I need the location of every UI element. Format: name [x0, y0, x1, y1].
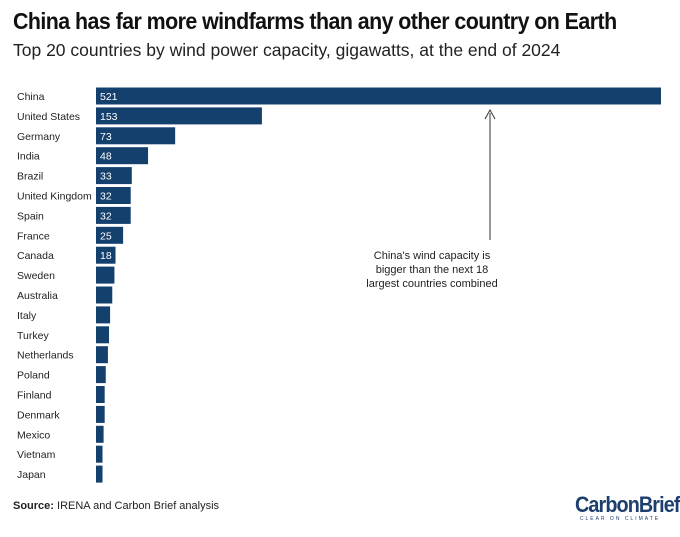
annotation-text: bigger than the next 18	[376, 264, 489, 276]
category-label: Poland	[17, 370, 50, 382]
logo-name: CarbonBrief	[575, 492, 680, 517]
bar	[96, 286, 113, 304]
bar	[96, 246, 116, 264]
bar	[96, 167, 132, 185]
source-text: IRENA and Carbon Brief analysis	[53, 500, 220, 512]
data-label: 33	[100, 171, 112, 183]
bar	[96, 187, 131, 204]
bar	[96, 366, 106, 384]
source-label: Source:	[13, 500, 54, 512]
category-label: China	[17, 91, 45, 103]
logo-tagline: CLEAR ON CLIMATE	[579, 516, 661, 522]
data-label: 32	[100, 191, 112, 203]
annotation-text: largest countries combined	[366, 278, 497, 290]
category-label: Mexico	[17, 429, 50, 441]
bar	[96, 266, 115, 284]
bar	[96, 87, 661, 105]
carbonbrief-logo: CarbonBrief CLEAR ON CLIMATE	[570, 492, 680, 523]
bar	[96, 127, 176, 145]
bar	[96, 306, 111, 324]
chart-subtitle: Top 20 countries by wind power capacity,…	[13, 40, 561, 60]
category-label: United Kingdom	[17, 191, 92, 203]
bar	[96, 386, 105, 403]
category-label: Finland	[17, 390, 52, 402]
bar	[96, 326, 110, 344]
category-label: Germany	[17, 131, 61, 143]
category-label: Japan	[17, 469, 46, 481]
bar	[96, 147, 149, 165]
bar	[96, 226, 124, 244]
annotation-text: China's wind capacity is	[374, 250, 491, 262]
annotation-arrowhead-icon	[484, 108, 496, 120]
category-label: Netherlands	[17, 350, 74, 362]
data-label: 48	[100, 151, 112, 163]
category-label: Vietnam	[17, 449, 56, 461]
source-note: Source: IRENA and Carbon Brief analysis	[13, 500, 219, 512]
bar	[96, 465, 103, 483]
category-label: Canada	[17, 250, 54, 262]
category-label: Denmark	[17, 409, 60, 421]
data-label: 25	[100, 230, 112, 242]
bar	[96, 206, 131, 224]
bar	[96, 405, 105, 423]
category-label: Sweden	[17, 270, 55, 282]
data-label: 153	[100, 111, 118, 123]
category-label: United States	[17, 111, 80, 123]
chart-title: China has far more windfarms than any ot…	[13, 8, 617, 34]
bar	[96, 107, 262, 125]
bar	[96, 346, 108, 364]
category-label: Spain	[17, 210, 44, 222]
category-label: France	[17, 230, 50, 242]
data-label: 521	[100, 91, 118, 103]
bar	[96, 425, 104, 443]
data-label: 32	[100, 210, 112, 222]
category-label: Brazil	[17, 171, 43, 183]
category-label: Turkey	[17, 330, 49, 342]
data-label: 18	[100, 250, 112, 262]
category-label: Italy	[17, 310, 37, 322]
data-label: 73	[100, 131, 112, 143]
category-label: Australia	[17, 290, 58, 302]
category-label: India	[17, 151, 40, 163]
bar	[96, 445, 103, 463]
